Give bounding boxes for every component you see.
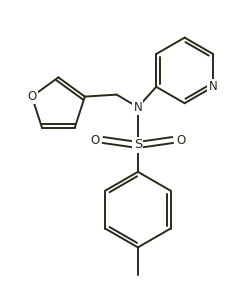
Text: N: N: [209, 80, 217, 93]
Text: O: O: [90, 133, 99, 146]
Text: O: O: [177, 133, 186, 146]
Text: O: O: [27, 90, 37, 103]
Text: S: S: [134, 139, 142, 152]
Text: N: N: [134, 101, 142, 114]
